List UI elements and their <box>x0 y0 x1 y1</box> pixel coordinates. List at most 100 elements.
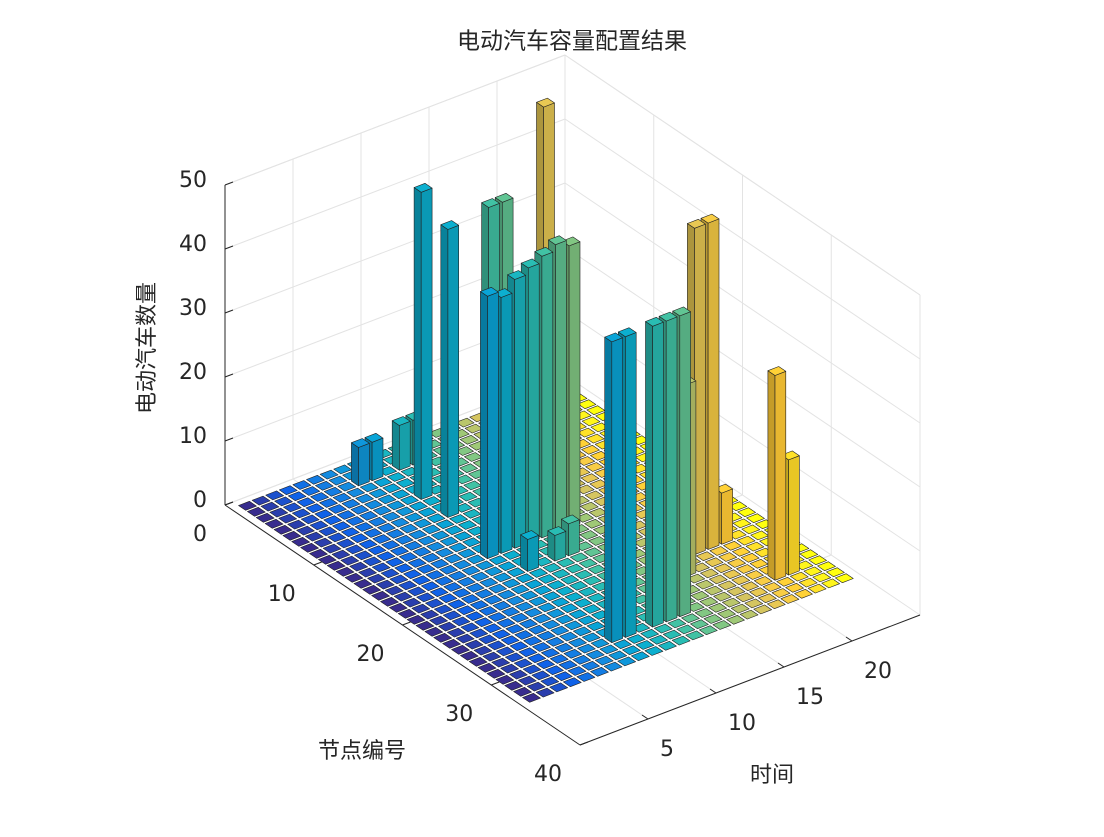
bar-face <box>435 519 455 530</box>
bar-face <box>386 500 406 511</box>
bar <box>340 555 360 566</box>
bar-face <box>817 561 836 572</box>
bar <box>328 504 347 514</box>
bar <box>653 623 673 634</box>
bar-face <box>452 588 471 598</box>
bar-face <box>469 628 489 639</box>
bar-face <box>335 566 355 577</box>
bar <box>433 604 453 615</box>
bar-face <box>551 568 571 579</box>
bar <box>721 597 741 608</box>
bar <box>435 519 455 530</box>
bar <box>579 501 599 512</box>
bar <box>459 463 478 474</box>
bar-face <box>397 608 417 619</box>
z-tick-label: 10 <box>179 424 207 449</box>
bar-face <box>658 311 678 322</box>
bar-face <box>322 543 342 554</box>
bar <box>455 446 474 456</box>
bar-face <box>749 587 768 598</box>
bar-face <box>565 563 584 574</box>
bar-face <box>547 526 567 536</box>
bar <box>292 480 312 490</box>
bar-face <box>585 462 604 472</box>
bar <box>409 501 428 512</box>
bar-face <box>732 546 751 557</box>
y-tick <box>224 501 234 506</box>
bar <box>780 594 800 604</box>
bar-face <box>496 646 515 657</box>
bar <box>520 530 539 572</box>
bar <box>513 658 533 669</box>
bar-face <box>447 225 460 518</box>
bar-face <box>448 542 468 553</box>
bar-face <box>736 564 755 574</box>
chart-title: 电动汽车容量配置结果 <box>457 29 687 55</box>
bar <box>443 553 463 564</box>
bar <box>515 573 535 584</box>
bar <box>452 588 471 598</box>
bar <box>328 475 348 486</box>
bar-face <box>515 573 535 584</box>
bar-face <box>569 552 589 563</box>
bar-face <box>741 524 761 535</box>
bar-face <box>484 566 503 577</box>
bar-face <box>695 551 715 562</box>
bar-face <box>371 590 390 601</box>
bar <box>345 516 365 526</box>
bar <box>766 599 786 610</box>
bar <box>447 599 467 610</box>
x-tick-label: 5 <box>660 737 674 762</box>
bar-face <box>461 594 480 604</box>
bar-face <box>413 187 422 500</box>
bar-face <box>274 496 293 507</box>
bar <box>381 540 400 550</box>
bar <box>626 634 646 644</box>
x-tick <box>709 688 717 694</box>
bar-face <box>296 525 315 536</box>
bar <box>459 434 479 445</box>
bar <box>301 486 321 496</box>
bar <box>318 526 338 537</box>
bar-face <box>309 520 329 531</box>
bar <box>435 547 454 558</box>
bar-face <box>341 527 360 538</box>
bar-face <box>551 597 570 608</box>
bar-face <box>411 603 431 614</box>
y-tick-label: 40 <box>534 762 562 787</box>
bar-face <box>385 557 405 568</box>
bar-face <box>465 611 484 622</box>
bar <box>803 566 823 577</box>
bar <box>439 536 459 547</box>
bar <box>394 563 413 574</box>
bar <box>457 576 476 587</box>
bar <box>517 675 537 686</box>
bar <box>555 586 575 596</box>
bar <box>390 517 410 528</box>
bar-face <box>545 665 564 676</box>
bar-face <box>500 292 513 554</box>
bar-face <box>726 586 746 597</box>
bar <box>807 583 827 594</box>
bar-face <box>690 590 710 601</box>
bar <box>528 624 547 635</box>
bar-face <box>603 661 623 672</box>
bar-face <box>323 486 343 497</box>
bar <box>581 444 600 455</box>
bar-face <box>497 561 517 572</box>
bar <box>569 580 589 591</box>
bar-face <box>387 472 406 482</box>
bar-face <box>580 473 600 484</box>
bar <box>260 501 280 512</box>
z-tick <box>224 309 234 314</box>
bar <box>434 576 454 586</box>
z-tick <box>224 181 234 186</box>
bar <box>506 595 525 606</box>
bar <box>323 515 342 526</box>
bar-face <box>315 480 334 491</box>
bar <box>474 617 493 628</box>
bar <box>704 585 723 596</box>
bar-face <box>723 540 742 551</box>
bar-face <box>493 572 512 583</box>
bar-face <box>564 592 584 602</box>
